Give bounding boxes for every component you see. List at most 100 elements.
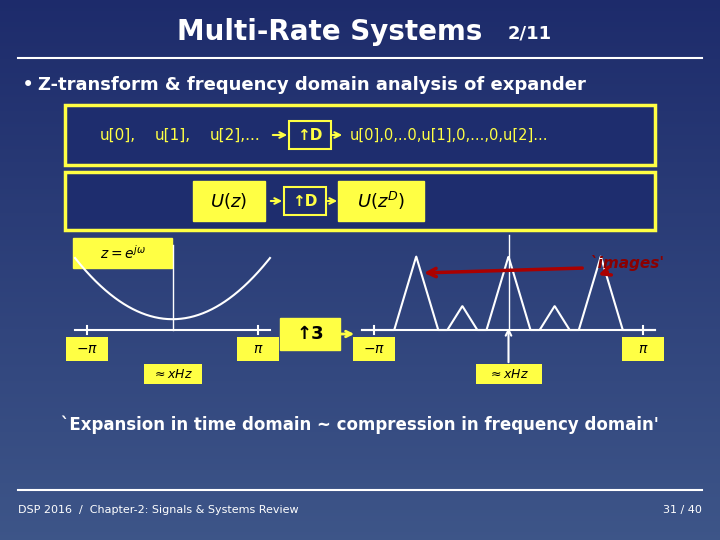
Bar — [0, 416, 720, 418]
Bar — [0, 508, 720, 510]
Bar — [0, 138, 720, 140]
Bar — [0, 381, 720, 383]
Text: $\approx xHz$: $\approx xHz$ — [152, 368, 193, 381]
FancyBboxPatch shape — [66, 337, 108, 361]
Bar — [0, 308, 720, 310]
Bar — [0, 497, 720, 500]
Bar — [0, 227, 720, 229]
Bar — [0, 386, 720, 389]
Bar — [0, 262, 720, 265]
Bar — [0, 97, 720, 100]
Bar — [0, 259, 720, 262]
Bar — [0, 178, 720, 181]
Text: DSP 2016  /  Chapter-2: Signals & Systems Review: DSP 2016 / Chapter-2: Signals & Systems … — [18, 505, 299, 515]
Bar — [0, 370, 720, 373]
Bar — [0, 186, 720, 189]
Bar — [0, 200, 720, 202]
Bar — [0, 532, 720, 535]
Bar — [0, 405, 720, 408]
Bar — [0, 413, 720, 416]
Bar — [0, 489, 720, 491]
Bar — [0, 124, 720, 127]
Bar — [0, 221, 720, 224]
Bar — [0, 86, 720, 89]
Bar — [0, 35, 720, 38]
Bar — [0, 364, 720, 367]
FancyBboxPatch shape — [353, 337, 395, 361]
Bar — [0, 167, 720, 170]
Bar — [0, 378, 720, 381]
Bar — [0, 286, 720, 289]
Bar — [0, 410, 720, 413]
Bar — [0, 270, 720, 273]
Bar — [0, 462, 720, 464]
Bar — [0, 400, 720, 402]
Bar — [0, 440, 720, 443]
Bar — [0, 451, 720, 454]
Bar — [0, 502, 720, 505]
Bar — [0, 5, 720, 8]
Bar — [0, 348, 720, 351]
Bar — [0, 319, 720, 321]
FancyBboxPatch shape — [284, 187, 326, 215]
Bar — [0, 240, 720, 243]
Bar — [0, 321, 720, 324]
Bar — [0, 157, 720, 159]
Bar — [0, 16, 720, 19]
Bar — [0, 392, 720, 394]
Bar — [0, 235, 720, 238]
Bar — [0, 248, 720, 251]
Bar — [0, 394, 720, 397]
Bar — [0, 173, 720, 176]
Bar — [0, 338, 720, 340]
Bar — [0, 108, 720, 111]
Bar — [0, 224, 720, 227]
Bar — [0, 294, 720, 297]
Bar — [0, 78, 720, 81]
Bar — [0, 470, 720, 472]
Bar — [0, 119, 720, 122]
Bar — [0, 219, 720, 221]
Bar — [0, 486, 720, 489]
FancyBboxPatch shape — [475, 364, 541, 384]
Text: $U(z^D)$: $U(z^D)$ — [357, 190, 405, 212]
Text: ↑D: ↑D — [297, 127, 323, 143]
Bar — [0, 435, 720, 437]
Bar — [0, 305, 720, 308]
Bar — [0, 3, 720, 5]
Bar — [0, 478, 720, 481]
Bar — [0, 284, 720, 286]
Bar — [0, 140, 720, 143]
Text: $\pi$: $\pi$ — [253, 342, 264, 356]
Bar — [0, 32, 720, 35]
Bar — [0, 127, 720, 130]
Bar — [0, 281, 720, 284]
Bar — [0, 443, 720, 445]
Bar — [0, 202, 720, 205]
Bar — [0, 472, 720, 475]
Bar — [0, 432, 720, 435]
Bar — [0, 57, 720, 59]
Bar — [0, 510, 720, 513]
Text: `images': `images' — [590, 255, 664, 271]
Text: $-\pi$: $-\pi$ — [76, 342, 98, 356]
Text: Z-transform & frequency domain analysis of expander: Z-transform & frequency domain analysis … — [38, 76, 586, 94]
Text: Multi-Rate Systems: Multi-Rate Systems — [177, 18, 482, 46]
Bar — [0, 89, 720, 92]
Bar — [0, 367, 720, 370]
Bar — [0, 162, 720, 165]
Bar — [0, 375, 720, 378]
Bar — [0, 27, 720, 30]
Bar — [0, 19, 720, 22]
Bar — [0, 8, 720, 11]
Bar — [0, 70, 720, 73]
Bar — [0, 0, 720, 3]
Bar — [0, 192, 720, 194]
FancyBboxPatch shape — [143, 364, 202, 384]
Bar — [0, 516, 720, 518]
Bar — [0, 256, 720, 259]
Bar — [0, 494, 720, 497]
Bar — [0, 232, 720, 235]
Bar — [0, 194, 720, 197]
Text: `Expansion in time domain ~ compression in frequency domain': `Expansion in time domain ~ compression … — [61, 416, 659, 434]
